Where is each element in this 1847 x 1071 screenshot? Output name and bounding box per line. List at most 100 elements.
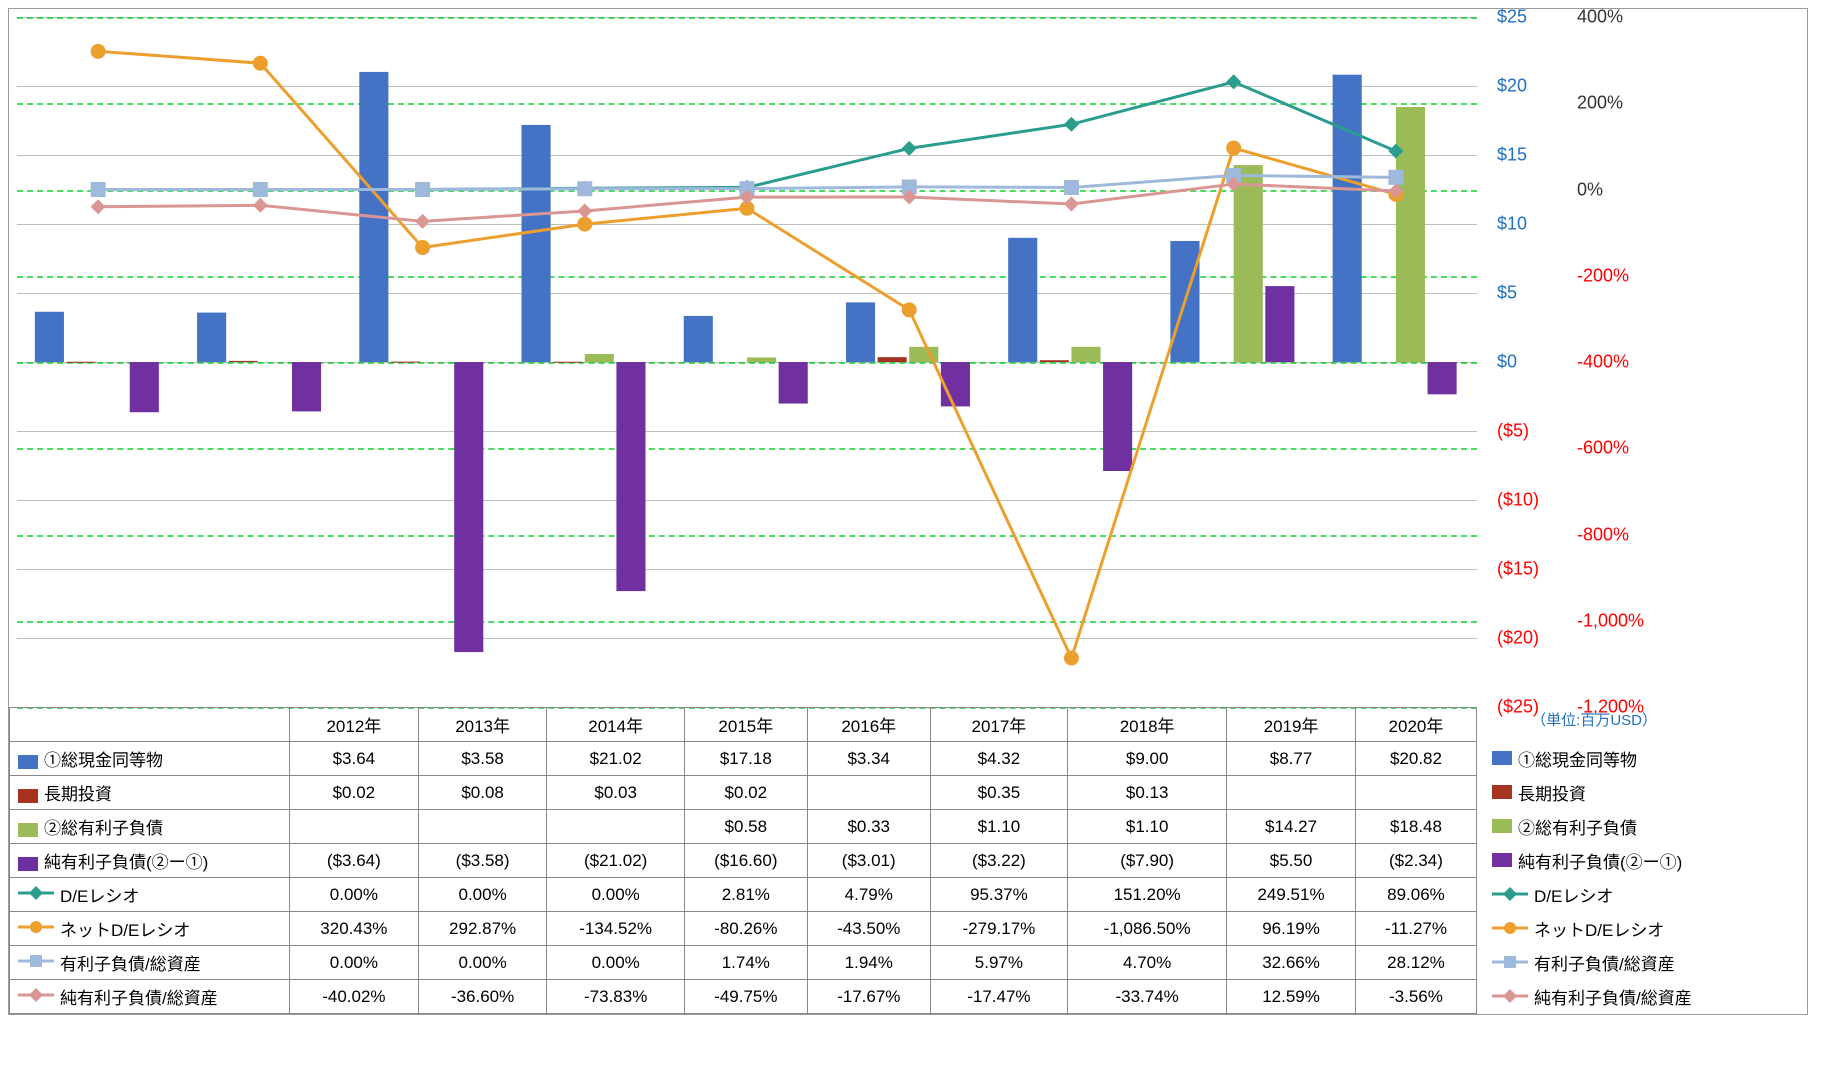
table-cell: 0.00% xyxy=(418,878,547,912)
table-cell: -49.75% xyxy=(684,980,807,1014)
table-row: ネットD/Eレシオ320.43%292.87%-134.52%-80.26%-4… xyxy=(10,912,1477,946)
table-cell: ($3.01) xyxy=(807,844,930,878)
table-cell: $17.18 xyxy=(684,742,807,776)
table-cell xyxy=(1355,776,1476,810)
table-cell: 0.00% xyxy=(418,946,547,980)
table-cell: 12.59% xyxy=(1227,980,1356,1014)
table-row: 純有利子負債(②ー①)($3.64)($3.58)($21.02)($16.60… xyxy=(10,844,1477,878)
y1-tick-label: $5 xyxy=(1497,283,1517,304)
table-cell xyxy=(418,810,547,844)
swatch-s3 xyxy=(18,823,38,837)
marker-s8 xyxy=(253,198,268,213)
y2-tick-label: 0% xyxy=(1577,179,1603,200)
swatch-s2 xyxy=(18,789,38,803)
y2-tick-label: -800% xyxy=(1577,524,1629,545)
table-cell: 249.51% xyxy=(1227,878,1356,912)
bar-s4 xyxy=(779,362,808,404)
row-header: ①総現金同等物 xyxy=(10,742,290,776)
table-cell: 4.79% xyxy=(807,878,930,912)
combo-chart: ($25)($20)($15)($10)($5)$0$5$10$15$20$25… xyxy=(8,8,1808,1015)
table-cell: 32.66% xyxy=(1227,946,1356,980)
table-header-row: 2012年2013年2014年2015年2016年2017年2018年2019年… xyxy=(10,708,1477,742)
bar-s2 xyxy=(391,362,420,363)
legend-item: 純有利子負債(②ー①) xyxy=(1485,843,1803,877)
table-cell: $0.08 xyxy=(418,776,547,810)
table-cell: $14.27 xyxy=(1227,810,1356,844)
bar-s3 xyxy=(1071,347,1100,362)
table-cell: -279.17% xyxy=(930,912,1067,946)
y2-tick-label: -1,000% xyxy=(1577,610,1644,631)
bar-s1 xyxy=(197,313,226,362)
y1-tick-label: ($15) xyxy=(1497,559,1539,580)
row-header: D/Eレシオ xyxy=(10,878,290,912)
table-cell: 292.87% xyxy=(418,912,547,946)
legend-label: 有利子負債/総資産 xyxy=(1534,950,1675,975)
marker-s7 xyxy=(91,182,106,197)
legend-label: 純有利子負債(②ー①) xyxy=(1518,848,1682,873)
swatch-s7 xyxy=(18,952,54,970)
legend-item: ①総現金同等物 xyxy=(1485,741,1803,775)
table-cell xyxy=(807,776,930,810)
legend-label: 長期投資 xyxy=(1518,780,1586,805)
table-cell: $0.13 xyxy=(1068,776,1227,810)
table-cell: $0.03 xyxy=(547,776,684,810)
row-header: 有利子負債/総資産 xyxy=(10,946,290,980)
table-cell: -40.02% xyxy=(290,980,419,1014)
bar-s1 xyxy=(35,312,64,362)
table-row: 純有利子負債/総資産-40.02%-36.60%-73.83%-49.75%-1… xyxy=(10,980,1477,1014)
marker-s6 xyxy=(415,240,430,255)
table-cell: ($2.34) xyxy=(1355,844,1476,878)
table-cell: ($21.02) xyxy=(547,844,684,878)
table-cell: $1.10 xyxy=(1068,810,1227,844)
y1-tick-label: $0 xyxy=(1497,352,1517,373)
table-cell: -43.50% xyxy=(807,912,930,946)
row-header: ネットD/Eレシオ xyxy=(10,912,290,946)
table-cell: -73.83% xyxy=(547,980,684,1014)
bar-s4 xyxy=(1428,362,1457,394)
table-cell: $8.77 xyxy=(1227,742,1356,776)
table-cell: 5.97% xyxy=(930,946,1067,980)
table-cell xyxy=(1227,776,1356,810)
line-s6 xyxy=(98,51,1396,658)
swatch-s2 xyxy=(1492,785,1512,799)
y1-tick-label: ($5) xyxy=(1497,421,1529,442)
table-cell: -80.26% xyxy=(684,912,807,946)
marker-s7 xyxy=(1388,170,1403,185)
row-header: 純有利子負債(②ー①) xyxy=(10,844,290,878)
y2-tick-label: -600% xyxy=(1577,438,1629,459)
table-cell: $0.58 xyxy=(684,810,807,844)
table-cell: ($3.58) xyxy=(418,844,547,878)
table-category: 2016年 xyxy=(807,708,930,742)
table-cell: $18.48 xyxy=(1355,810,1476,844)
bar-s1 xyxy=(522,125,551,362)
bar-s2 xyxy=(66,362,95,363)
row-header: ②総有利子負債 xyxy=(10,810,290,844)
row-header: 長期投資 xyxy=(10,776,290,810)
table-cell: 1.94% xyxy=(807,946,930,980)
marker-s6 xyxy=(1064,651,1079,666)
bar-s4 xyxy=(616,362,645,591)
swatch-s5 xyxy=(1492,885,1528,903)
table-cell: 95.37% xyxy=(930,878,1067,912)
table-category: 2015年 xyxy=(684,708,807,742)
marker-s5 xyxy=(1064,117,1079,132)
table-cell: $4.32 xyxy=(930,742,1067,776)
marker-s7 xyxy=(1064,180,1079,195)
bar-s3 xyxy=(1396,107,1425,362)
table-category: 2012年 xyxy=(290,708,419,742)
bar-s4 xyxy=(292,362,321,411)
table-cell: ($7.90) xyxy=(1068,844,1227,878)
table-cell: 28.12% xyxy=(1355,946,1476,980)
table-row: ②総有利子負債$0.58$0.33$1.10$1.10$14.27$18.48 xyxy=(10,810,1477,844)
marker-s8 xyxy=(1064,197,1079,212)
table-cell: $3.34 xyxy=(807,742,930,776)
table-cell: 1.74% xyxy=(684,946,807,980)
y1-tick-label: $25 xyxy=(1497,7,1527,28)
table-cell: ($16.60) xyxy=(684,844,807,878)
swatch-s3 xyxy=(1492,819,1512,833)
table-cell: -134.52% xyxy=(547,912,684,946)
bar-s1 xyxy=(684,316,713,362)
marker-s7 xyxy=(253,182,268,197)
row-header: 純有利子負債/総資産 xyxy=(10,980,290,1014)
legend-item: 有利子負債/総資産 xyxy=(1485,945,1803,979)
